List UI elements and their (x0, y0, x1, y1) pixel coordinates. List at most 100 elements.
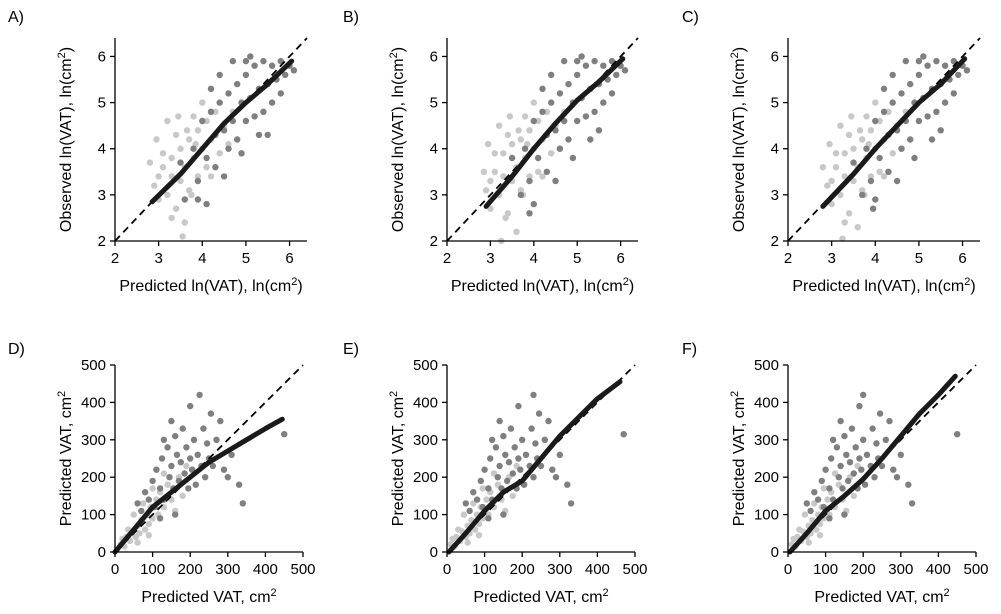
scatter-point (933, 57, 940, 65)
scatter-point (186, 136, 193, 143)
scatter-point (539, 108, 546, 116)
scatter-point (515, 455, 522, 462)
scatter-point (915, 117, 923, 125)
scatter-point (954, 431, 961, 438)
scatter-point (941, 62, 949, 69)
scatter-point (234, 80, 241, 88)
x-tick-label: 100 (813, 561, 838, 578)
scatter-point (220, 173, 228, 180)
scatter-point (156, 485, 164, 492)
scatter-point (872, 117, 879, 125)
x-tick-label: 200 (851, 561, 876, 578)
scatter-point (890, 466, 897, 473)
scatter-point (239, 500, 246, 507)
scatter-point (613, 71, 620, 79)
x-tick-label: 0 (443, 561, 451, 578)
scatter-point (885, 108, 892, 116)
scatter-series-dark (803, 391, 961, 522)
scatter-point (213, 436, 220, 443)
scatter-point (500, 432, 507, 440)
scatter-point (194, 127, 202, 134)
scatter-point (238, 150, 245, 157)
scatter-point (449, 535, 456, 543)
scatter-point (863, 113, 870, 120)
y-tick-label: 3 (771, 187, 779, 204)
scatter-point (185, 485, 192, 492)
x-tick-label: 500 (622, 561, 647, 578)
y-tick-label: 100 (754, 507, 779, 524)
scatter-point (937, 127, 944, 134)
scatter-point (832, 164, 840, 171)
scatter-point (846, 459, 854, 466)
scatter-point (482, 187, 490, 194)
scatter-point (199, 99, 206, 106)
scatter-point (856, 127, 864, 134)
scatter-point (500, 173, 507, 180)
scatter-point (517, 466, 524, 473)
scatter-point (620, 431, 627, 438)
x-axis-label: Predicted VAT, cm2 (473, 587, 608, 606)
scatter-point (839, 235, 846, 242)
scatter-point (595, 127, 603, 134)
scatter-point (565, 80, 572, 88)
y-tick-label: 3 (98, 187, 106, 204)
scatter-point (199, 117, 206, 125)
scatter-point (920, 53, 927, 60)
scatter-point (526, 177, 533, 185)
y-tick-label: 0 (98, 544, 106, 561)
scatter-point (158, 455, 166, 462)
scatter-point (873, 440, 880, 447)
scatter-point (146, 159, 154, 166)
y-tick-label: 400 (754, 394, 779, 411)
scatter-point (164, 191, 171, 199)
scatter-point (561, 57, 568, 65)
scatter-point (141, 489, 149, 496)
y-tick-label: 3 (430, 187, 438, 204)
panel-c: C) 2 3 4 5 6 2 3 4 5 6 Predicted ln(VAT), ln(cm2) Ob… (682, 9, 981, 295)
scatter-point (845, 131, 853, 139)
x-tick-label: 200 (178, 561, 203, 578)
y-tick-label: 200 (754, 469, 779, 486)
x-tick-label: 300 (215, 561, 240, 578)
scatter-point (228, 451, 235, 458)
scatter-point (819, 164, 827, 171)
scatter-point (217, 417, 224, 425)
x-tick-label: 5 (242, 250, 250, 267)
scatter-point (526, 127, 533, 134)
scatter-point (216, 71, 223, 79)
scatter-point (848, 113, 855, 120)
scatter-point (462, 500, 469, 507)
scatter-point (860, 391, 867, 399)
fit-line (820, 56, 968, 209)
scatter-point (242, 57, 250, 65)
x-tick-label: 100 (472, 561, 497, 578)
scatter-point (494, 474, 501, 481)
scatter-point (850, 159, 857, 166)
scatter-point (822, 466, 829, 473)
x-tick-label: 2 (443, 250, 451, 267)
panel-label: D) (8, 341, 25, 358)
y-tick-label: 200 (81, 469, 106, 486)
x-tick-label: 0 (784, 561, 792, 578)
y-tick-label: 5 (430, 95, 438, 112)
scatter-series-dark (850, 53, 971, 212)
scatter-point (876, 410, 884, 417)
scatter-point (876, 154, 883, 162)
scatter-point (187, 455, 194, 462)
scatter-point (200, 425, 207, 432)
scatter-point (491, 150, 498, 157)
scatter-point (545, 417, 552, 425)
scatter-point (621, 67, 629, 74)
scatter-point (225, 140, 232, 148)
scatter-point (814, 496, 822, 503)
scatter-point (164, 481, 171, 488)
fit-line (787, 373, 958, 555)
scatter-point (521, 145, 529, 152)
scatter-point (924, 62, 931, 69)
scatter-point (803, 500, 810, 507)
panel-f: F) 0 100 200 300 400 500 0 100 200 300 400 500 Predic… (682, 341, 989, 606)
y-axis-label: Predicted VAT, cm2 (56, 391, 75, 526)
scatter-point (530, 117, 537, 125)
scatter-point (151, 182, 158, 189)
scatter-point (251, 62, 258, 69)
